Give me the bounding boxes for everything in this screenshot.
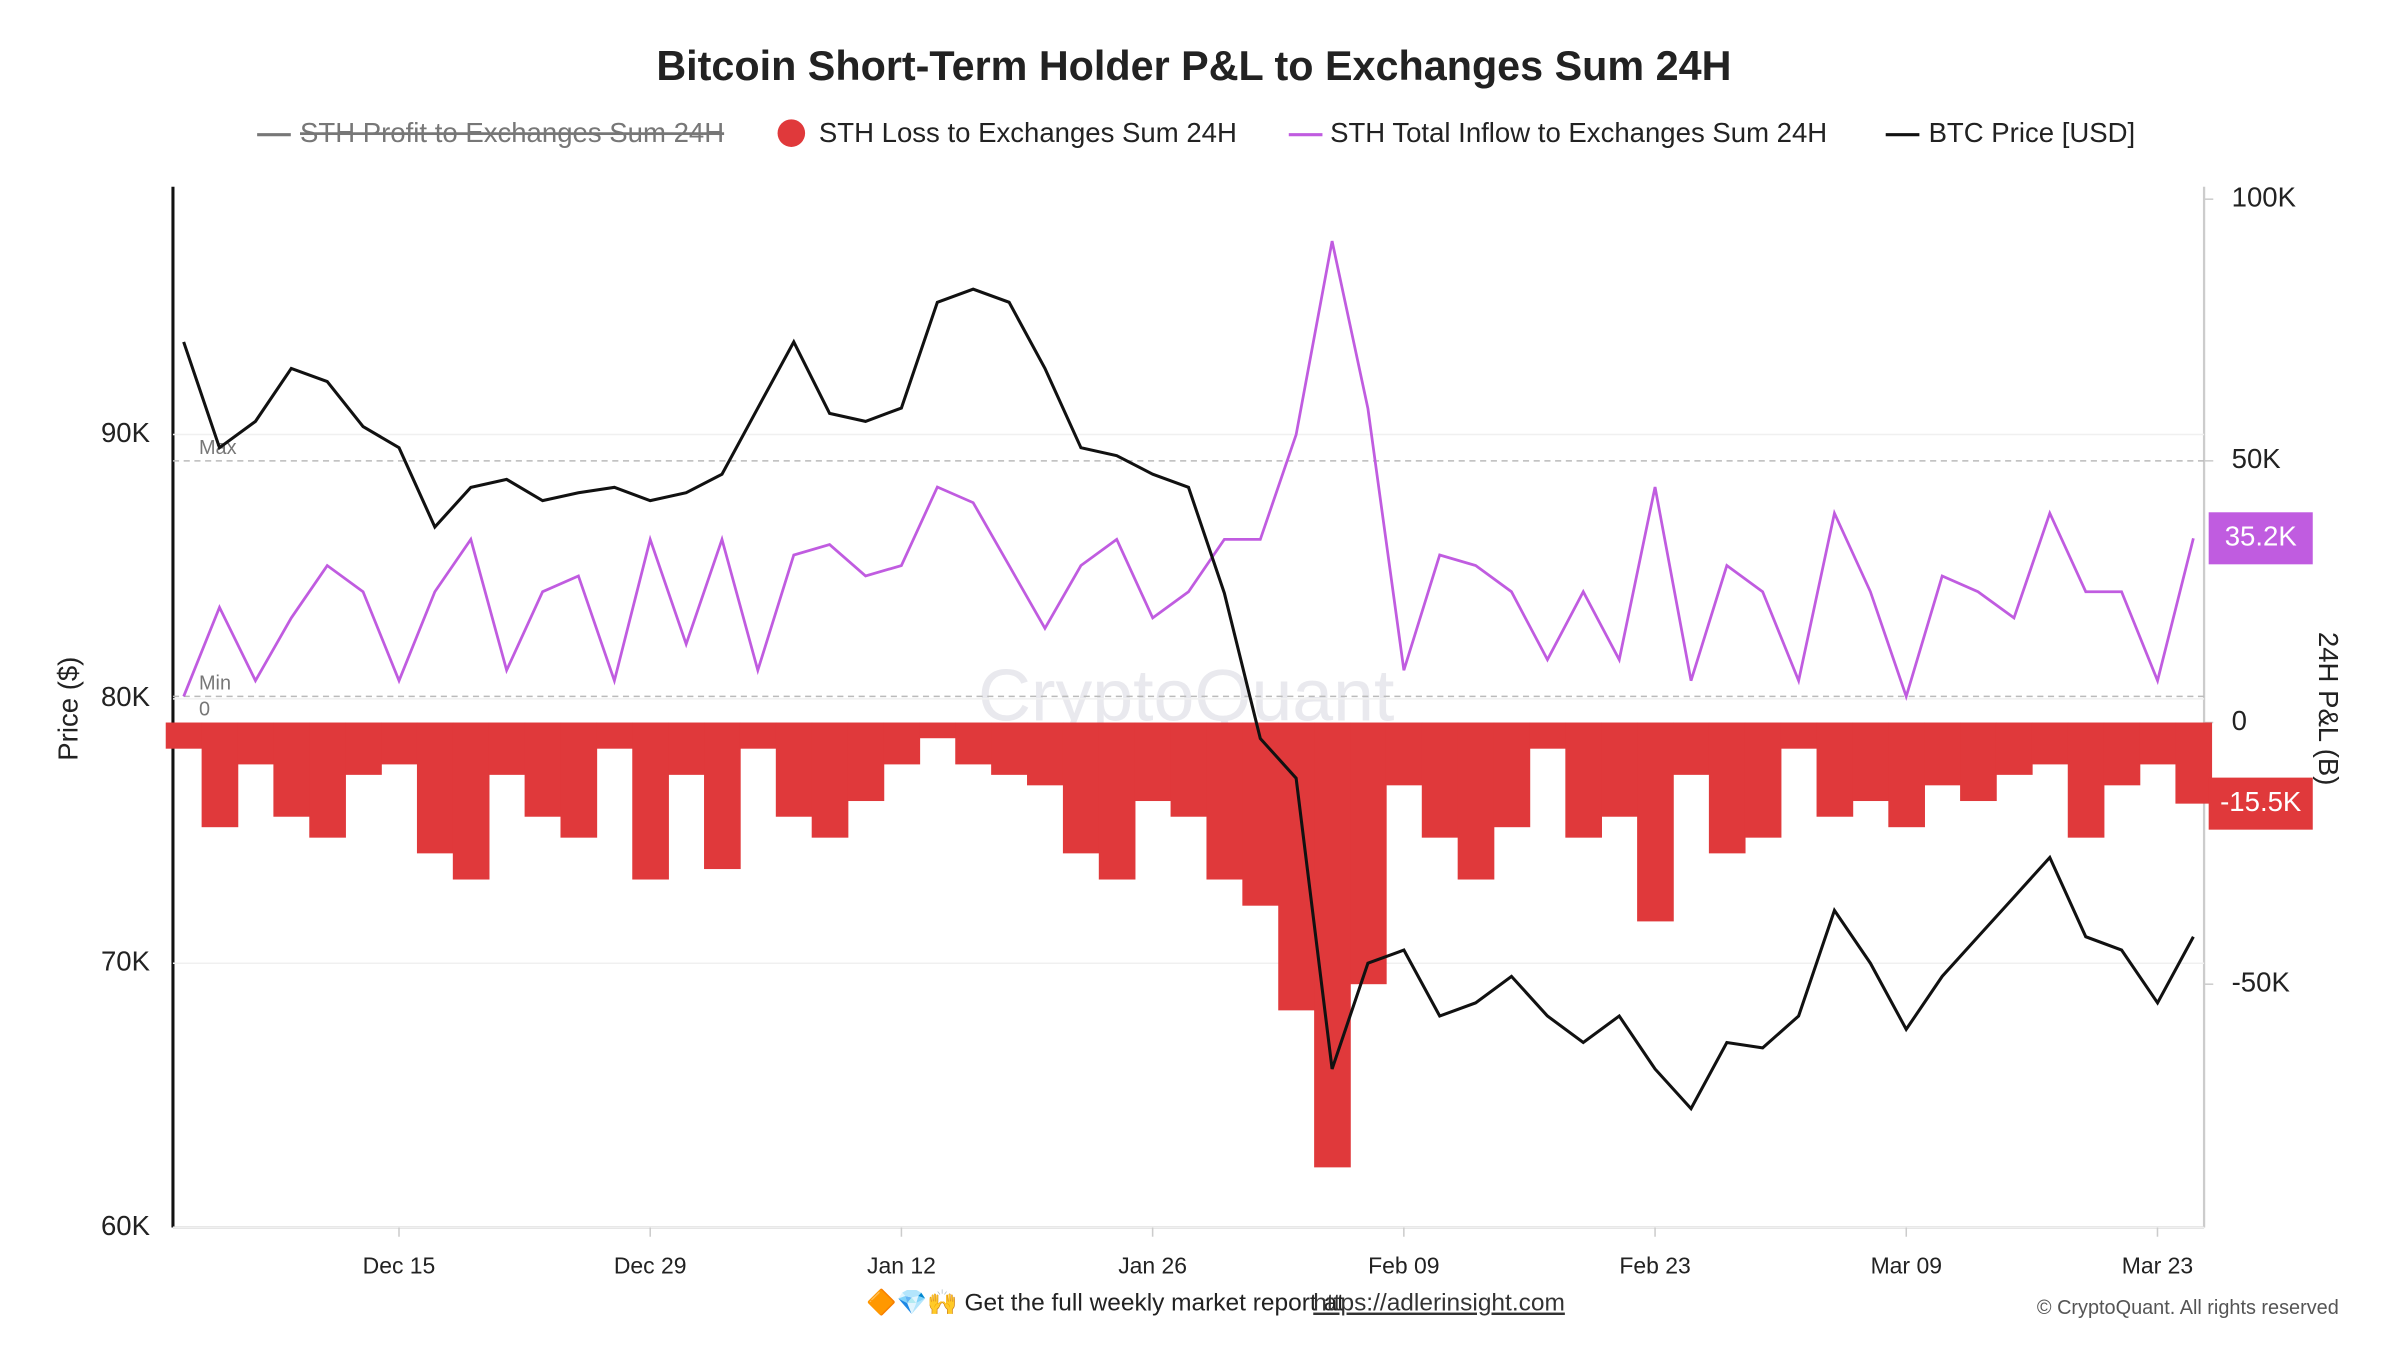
loss-bar [2103, 722, 2141, 786]
legend-label[interactable]: BTC Price [USD] [1929, 117, 2136, 148]
loss-bar [775, 722, 813, 817]
loss-bar [1637, 722, 1674, 922]
y-axis-title: Price ($) [53, 657, 84, 761]
legend-marker[interactable] [777, 119, 806, 147]
footer-link[interactable]: https://adlerinsight.com [1313, 1290, 1565, 1317]
loss-bar [1206, 722, 1244, 880]
series-line [182, 240, 2195, 701]
loss-bar [488, 722, 526, 775]
loss-bar [452, 722, 490, 880]
loss-bar [416, 722, 454, 854]
loss-bar [1457, 722, 1495, 880]
loss-bar [883, 722, 921, 765]
legend-label[interactable]: STH Loss to Exchanges Sum 24H [819, 117, 1237, 148]
baseline-label: 0 [199, 699, 210, 721]
loss-bar [2067, 722, 2105, 838]
loss-bar [739, 722, 777, 749]
x-tick-label: Jan 26 [1118, 1252, 1187, 1278]
loss-bar [919, 722, 957, 739]
y-tick-label: 60K [101, 1210, 151, 1241]
loss-bar [1888, 722, 1925, 828]
chart-title: Bitcoin Short-Term Holder P&L to Exchang… [656, 43, 1731, 89]
loss-bar [1708, 722, 1746, 854]
loss-bar [1529, 722, 1567, 749]
loss-bar [596, 722, 634, 749]
loss-bar [345, 722, 382, 775]
x-tick-label: Feb 23 [1619, 1252, 1690, 1278]
x-tick-label: Mar 09 [1871, 1252, 1942, 1278]
loss-bar [237, 722, 275, 765]
legend-label[interactable]: STH Total Inflow to Exchanges Sum 24H [1330, 117, 1827, 148]
loss-bar [560, 722, 598, 838]
loss-bar [1062, 722, 1100, 854]
loss-bar [1601, 722, 1638, 817]
loss-bar [1565, 722, 1602, 838]
loss-bar [1170, 722, 1208, 817]
loss-bar [201, 722, 239, 828]
loss-bar [524, 722, 562, 817]
y-tick-label: 90K [101, 417, 151, 448]
reference-label: Min [199, 672, 231, 694]
loss-bar [1780, 722, 1818, 749]
x-tick-label: Feb 09 [1368, 1252, 1439, 1278]
loss-bar [309, 722, 346, 838]
loss-bar [632, 722, 669, 880]
loss-bar [847, 722, 885, 802]
y-tick-label: 70K [101, 945, 151, 976]
loss-bar [1278, 722, 1315, 1011]
loss-bar [811, 722, 849, 838]
loss-bar [1385, 722, 1423, 786]
loss-bar [955, 722, 992, 765]
x-tick-label: Jan 12 [867, 1252, 936, 1278]
loss-bar [1098, 722, 1136, 880]
legend-label[interactable]: STH Profit to Exchanges Sum 24H [300, 117, 724, 148]
x-tick-label: Mar 23 [2122, 1252, 2193, 1278]
y2-axis-title: 24H P&L (B) [2313, 632, 2344, 786]
loss-bar [1924, 722, 1961, 786]
loss-bar [1350, 722, 1387, 985]
loss-bar [1744, 722, 1782, 838]
value-label: 35.2K [2225, 521, 2298, 552]
loss-bar [1314, 722, 1351, 1168]
y-tick-label: 80K [101, 681, 151, 712]
copyright: © CryptoQuant. All rights reserved [2037, 1297, 2339, 1319]
loss-bar [1960, 722, 1997, 802]
loss-bar [1995, 722, 2033, 775]
loss-bar [1493, 722, 1531, 828]
loss-bar [1421, 722, 1459, 838]
y2-tick-label: -50K [2232, 966, 2291, 997]
loss-bar [381, 722, 418, 765]
loss-bar [2175, 722, 2213, 804]
loss-bar [1852, 722, 1890, 802]
x-tick-label: Dec 29 [614, 1252, 687, 1278]
loss-bar [2139, 722, 2177, 765]
loss-bar [165, 722, 203, 749]
loss-bar [704, 722, 741, 870]
y2-tick-label: 0 [2232, 705, 2247, 736]
value-label: -15.5K [2220, 786, 2302, 817]
footer-text: 🔶💎🙌 Get the full weekly market report at [866, 1288, 1344, 1317]
x-tick-label: Dec 15 [363, 1252, 436, 1278]
loss-bar [1673, 722, 1710, 775]
value-badge [2208, 777, 2313, 830]
y2-tick-label: 100K [2232, 181, 2297, 212]
y2-tick-label: 50K [2232, 443, 2282, 474]
loss-bar [668, 722, 705, 775]
value-badge [2208, 512, 2313, 565]
loss-bar [1134, 722, 1172, 802]
loss-bar [1027, 722, 1064, 786]
series-line [182, 287, 2195, 1112]
loss-bar [273, 722, 311, 817]
loss-bar [2031, 722, 2069, 765]
loss-bar [1242, 722, 1280, 906]
loss-bar [991, 722, 1028, 775]
loss-bar [1816, 722, 1854, 817]
